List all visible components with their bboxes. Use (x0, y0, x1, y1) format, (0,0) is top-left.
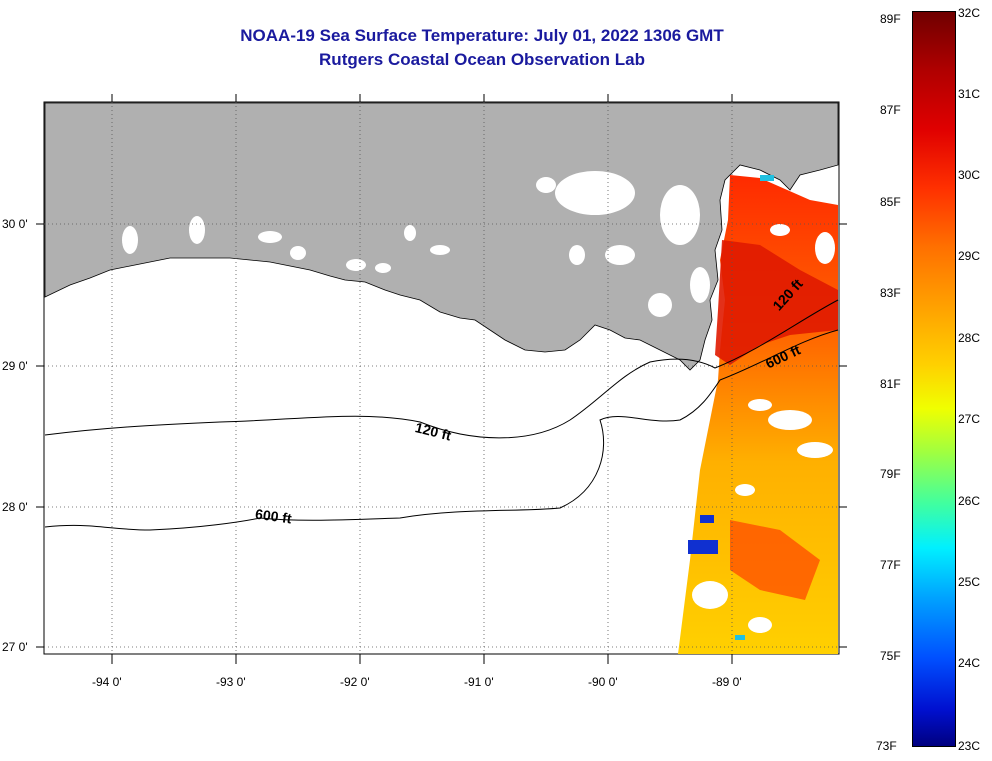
temperature-colorbar (912, 11, 956, 747)
cb-c-29: 29C (958, 249, 981, 263)
cb-c-28: 28C (958, 331, 981, 345)
cb-c-25: 25C (958, 575, 981, 589)
sst-swath (678, 175, 838, 654)
cb-f-75: 75F (880, 649, 901, 663)
cb-f-83: 83F (880, 286, 901, 300)
map-title: NOAA-19 Sea Surface Temperature: July 01… (240, 26, 724, 45)
lakes (122, 171, 710, 317)
cb-c-30: 30C (958, 168, 981, 182)
map-subtitle: Rutgers Coastal Ocean Observation Lab (319, 50, 645, 69)
contour-label-600-west: 600 ft (254, 506, 293, 527)
lon-label-94: -94 0' (92, 675, 122, 689)
cb-f-77: 77F (880, 558, 901, 572)
grid-lines (44, 102, 839, 654)
contour-120ft (44, 299, 839, 439)
lat-label-29: 29 0' (2, 359, 28, 373)
cb-c-32: 32C (958, 6, 981, 20)
contour-600ft (44, 329, 839, 531)
cb-c-24: 24C (958, 656, 981, 670)
cb-c-31: 31C (958, 87, 981, 101)
lat-label-28: 28 0' (2, 500, 28, 514)
cb-f-89: 89F (880, 12, 901, 26)
cb-f-73: 73F (876, 739, 897, 753)
lon-label-91: -91 0' (464, 675, 494, 689)
lon-label-92: -92 0' (340, 675, 370, 689)
lon-label-93: -93 0' (216, 675, 246, 689)
cb-f-87: 87F (880, 103, 901, 117)
lon-label-89: -89 0' (712, 675, 742, 689)
cb-f-81: 81F (880, 377, 901, 391)
land-mass (44, 102, 839, 371)
lat-label-27: 27 0' (2, 640, 28, 654)
depth-contours (44, 299, 839, 531)
lon-label-90: -90 0' (588, 675, 618, 689)
lat-label-30: 30 0' (2, 217, 28, 231)
cb-f-85: 85F (880, 195, 901, 209)
cb-c-23: 23C (958, 739, 981, 753)
axis-ticks (36, 94, 847, 664)
cb-c-27: 27C (958, 412, 981, 426)
cb-c-26: 26C (958, 494, 981, 508)
cb-f-79: 79F (880, 467, 901, 481)
